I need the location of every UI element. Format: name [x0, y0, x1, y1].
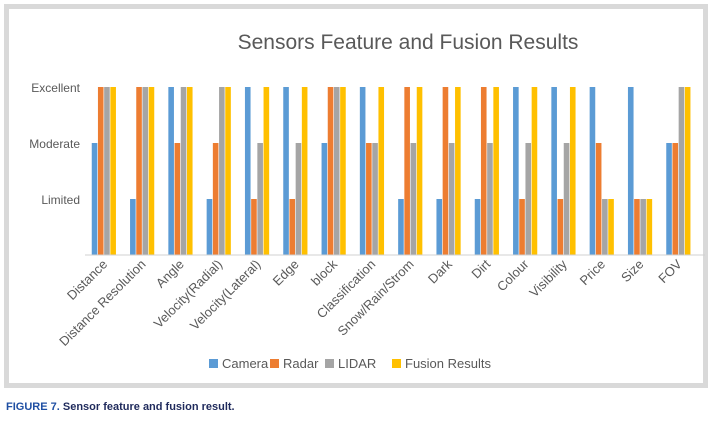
bar-lidar	[372, 143, 378, 255]
x-tick-label: Visibility	[526, 256, 570, 300]
bar-lidar	[295, 143, 302, 255]
bar-fusion-results	[531, 87, 538, 255]
bar-radar	[289, 199, 296, 255]
bar-camera	[283, 87, 289, 255]
bar-fusion-results	[646, 199, 653, 255]
bar-fusion-results	[340, 87, 346, 255]
bar-fusion-results	[416, 87, 423, 255]
legend-label: LIDAR	[338, 356, 376, 371]
bar-camera	[589, 87, 596, 255]
bar-radar	[251, 199, 257, 255]
bar-fusion-results	[608, 199, 614, 255]
bar-fusion-results	[148, 87, 155, 255]
bar-lidar	[525, 143, 532, 255]
bar-chart: Sensors Feature and Fusion Results Limit…	[29, 31, 705, 371]
bar-radar	[97, 87, 104, 255]
bar-camera	[321, 143, 328, 255]
bar-radar	[672, 143, 679, 255]
bar-fusion-results	[455, 87, 461, 255]
bar-radar	[174, 143, 181, 255]
bar-fusion-results	[493, 87, 499, 255]
bar-camera	[666, 143, 672, 255]
bar-camera	[474, 199, 481, 255]
bar-camera	[398, 199, 404, 255]
x-tick-label: Dark	[425, 256, 455, 286]
bar-lidar	[180, 87, 187, 255]
y-tick-label: Moderate	[29, 137, 80, 151]
bar-lidar	[410, 143, 417, 255]
legend-label: Radar	[283, 356, 319, 371]
x-tick-label: FOV	[655, 256, 685, 286]
bar-lidar	[448, 143, 455, 255]
bar-camera	[627, 87, 634, 255]
bar-camera	[551, 87, 557, 255]
bar-lidar	[142, 87, 149, 255]
x-tick-label: Edge	[270, 257, 302, 289]
bar-fusion-results	[684, 87, 691, 255]
bar-radar	[519, 199, 525, 255]
figure-caption: FIGURE 7. Sensor feature and fusion resu…	[6, 401, 235, 413]
bar-radar	[557, 199, 564, 255]
bar-lidar	[563, 143, 570, 255]
bar-radar	[136, 87, 142, 255]
bars	[91, 87, 691, 255]
bar-lidar	[333, 87, 340, 255]
bar-camera	[91, 143, 98, 255]
bar-radar	[634, 199, 640, 255]
legend-swatch	[209, 359, 218, 368]
bar-radar	[442, 87, 449, 255]
x-tick-label: Velocity(Radial)	[151, 257, 225, 331]
bar-radar	[327, 87, 334, 255]
x-tick-label: Price	[577, 257, 609, 289]
bar-camera	[513, 87, 519, 255]
bar-fusion-results	[110, 87, 116, 255]
legend-swatch	[392, 359, 401, 368]
bar-lidar	[602, 199, 608, 255]
bar-fusion-results	[569, 87, 576, 255]
bar-lidar	[219, 87, 225, 255]
bar-fusion-results	[378, 87, 385, 255]
bar-lidar	[487, 143, 493, 255]
legend-label: Camera	[222, 356, 269, 371]
bar-lidar	[678, 87, 685, 255]
bar-lidar	[640, 199, 646, 255]
chart-title: Sensors Feature and Fusion Results	[238, 31, 579, 54]
bar-camera	[359, 87, 366, 255]
bar-camera	[130, 199, 136, 255]
y-axis-labels: Limited Moderate Excellent	[29, 81, 80, 207]
bar-lidar	[257, 143, 263, 255]
x-tick-label: Dirt	[468, 256, 493, 281]
x-tick-label: Velocity(Lateral)	[187, 257, 264, 334]
bar-radar	[404, 87, 410, 255]
bar-camera	[206, 199, 213, 255]
x-tick-label: Size	[618, 257, 646, 285]
bar-camera	[168, 87, 174, 255]
bar-fusion-results	[263, 87, 270, 255]
legend: Camera Radar LIDAR Fusion Results	[209, 356, 491, 371]
legend-swatch	[270, 359, 279, 368]
bar-camera	[436, 199, 443, 255]
bar-fusion-results	[186, 87, 193, 255]
y-tick-label: Limited	[41, 193, 80, 207]
bar-radar	[480, 87, 487, 255]
bar-radar	[366, 143, 372, 255]
caption-text: Sensor feature and fusion result.	[62, 401, 235, 413]
figure-label: FIGURE 7.	[6, 401, 60, 413]
bar-camera	[244, 87, 251, 255]
legend-label: Fusion Results	[405, 356, 491, 371]
bar-radar	[212, 143, 219, 255]
x-tick-label: block	[308, 256, 340, 288]
y-tick-label: Excellent	[31, 81, 80, 95]
bar-lidar	[104, 87, 110, 255]
legend-swatch	[325, 359, 334, 368]
bar-radar	[595, 143, 602, 255]
x-tick-label: Angle	[153, 257, 187, 291]
bar-fusion-results	[301, 87, 308, 255]
bar-fusion-results	[225, 87, 231, 255]
